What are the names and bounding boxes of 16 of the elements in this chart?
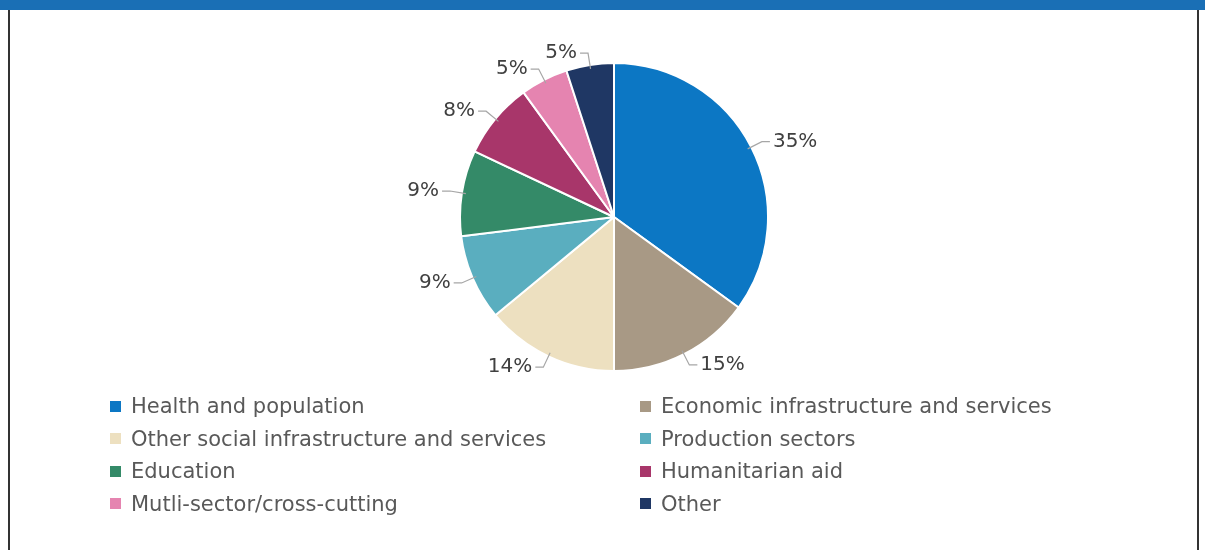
data-label: 5% xyxy=(495,55,528,80)
data-label: 15% xyxy=(700,351,745,376)
data-label: 14% xyxy=(487,353,533,378)
legend-label: Economic infrastructure and services xyxy=(661,394,1052,419)
data-label: 35% xyxy=(772,127,818,152)
legend-label: Production sectors xyxy=(661,426,856,451)
legend-label: Humanitarian aid xyxy=(661,459,844,484)
legend-label: Health and population xyxy=(131,394,365,419)
data-label: 9% xyxy=(407,177,440,202)
legend-label: Education xyxy=(131,459,236,484)
legend-label: Mutli-sector/cross-cutting xyxy=(131,491,398,516)
data-label: 5% xyxy=(545,39,578,64)
data-label: 9% xyxy=(418,269,451,294)
legend-label: Other xyxy=(661,491,721,516)
legend-label: Other social infrastructure and services xyxy=(131,426,547,451)
data-label: 8% xyxy=(443,97,476,122)
